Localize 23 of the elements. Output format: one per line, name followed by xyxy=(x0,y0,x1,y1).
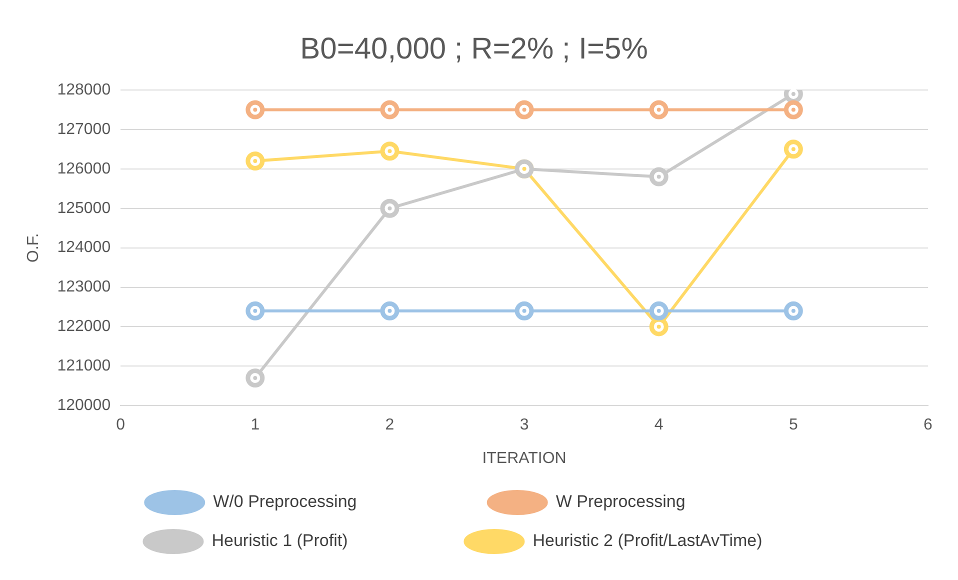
y-axis-title: O.F. xyxy=(25,233,42,262)
x-tick-label: 6 xyxy=(924,416,933,434)
y-tick-label: 124000 xyxy=(57,239,111,256)
x-tick-label: 2 xyxy=(385,416,394,434)
y-tick-label: 120000 xyxy=(57,397,111,414)
x-tick-label: 0 xyxy=(116,416,126,434)
legend-label: W Preprocessing xyxy=(556,492,804,512)
x-tick-label: 5 xyxy=(788,416,798,434)
y-tick-label: 128000 xyxy=(57,81,111,98)
y-tick-label: 122000 xyxy=(57,318,111,336)
x-tick-label: 3 xyxy=(520,416,529,434)
legend-label: Heuristic 1 (Profit) xyxy=(212,531,442,550)
y-tick-label: 127000 xyxy=(57,120,111,138)
y-tick-label: 123000 xyxy=(57,278,111,296)
y-tick-label: 126000 xyxy=(57,160,111,178)
x-tick-label: 4 xyxy=(654,416,664,434)
x-tick-label: 1 xyxy=(250,416,260,434)
y-tick-label: 121000 xyxy=(57,358,111,375)
legend-label: W/0 Preprocessing xyxy=(213,492,466,512)
x-axis-title: ITERATION xyxy=(482,450,566,467)
y-tick-label: 125000 xyxy=(57,200,111,217)
legend-label: Heuristic 2 (Profit/LastAvTime) xyxy=(532,531,805,550)
chart-title: B0=40,000 ; R=2% ; I=5% xyxy=(300,32,648,66)
